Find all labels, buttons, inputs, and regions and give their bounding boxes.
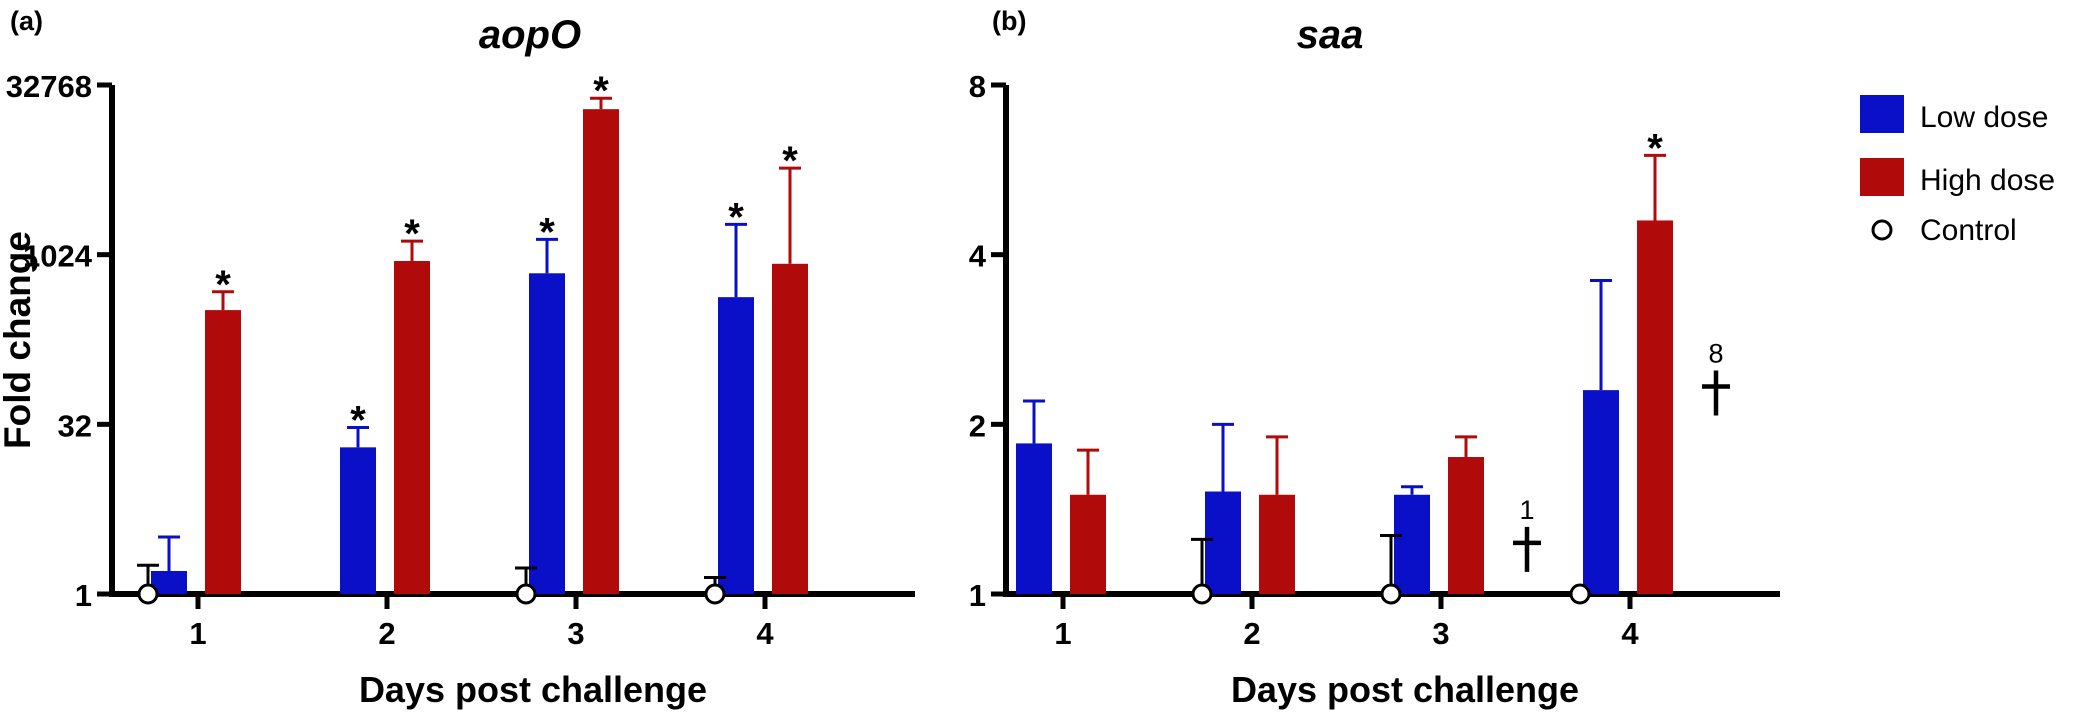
panel-b-bar-low-dose-day-3 bbox=[1394, 494, 1430, 594]
panel-b-bar-high-dose-day-3 bbox=[1448, 457, 1484, 594]
panel-a-control-marker-day-3 bbox=[515, 583, 537, 605]
panel-a-x-tick-label: 1 bbox=[189, 616, 206, 651]
panel-a-significance-star: * bbox=[350, 398, 366, 442]
panel-a-x-tick-label: 4 bbox=[756, 616, 774, 651]
legend-control-label: Control bbox=[1920, 214, 2017, 247]
legend-high-dose-swatch bbox=[1860, 158, 1904, 196]
panel-b-x-tick-label: 3 bbox=[1432, 616, 1449, 651]
panel-a-bar-high-dose-day-1 bbox=[205, 310, 241, 594]
panel-a-x-tick-label: 3 bbox=[567, 616, 584, 651]
panel-b-bar-high-dose-day-4 bbox=[1637, 220, 1673, 594]
panel-a-significance-star: * bbox=[404, 212, 420, 256]
panel-b-bar-high-dose-day-1 bbox=[1070, 494, 1106, 594]
panel-b-figure-label: (b) bbox=[992, 6, 1026, 36]
panel-b-y-tick-label: 8 bbox=[969, 69, 986, 104]
panel-b-bar-low-dose-day-4 bbox=[1583, 390, 1619, 594]
legend-low-dose-swatch bbox=[1860, 95, 1904, 133]
legend-low-dose-label: Low dose bbox=[1920, 101, 2048, 134]
panel-a-bar-low-dose-day-3 bbox=[529, 273, 565, 594]
panel-a-bar-high-dose-day-3 bbox=[583, 109, 619, 595]
panel-a-significance-star: * bbox=[728, 195, 744, 239]
legend: Low dose High dose Control bbox=[1860, 95, 2055, 247]
panel-a-significance-star: * bbox=[215, 263, 231, 307]
panel-b-control-marker-day-4 bbox=[1569, 583, 1591, 605]
legend-high-dose-label: High dose bbox=[1920, 164, 2055, 197]
panel-b-y-tick-label: 1 bbox=[969, 578, 986, 613]
panel-a-significance-star: * bbox=[782, 139, 798, 183]
panel-b-x-tick-label: 2 bbox=[1243, 616, 1260, 651]
panel-b-y-tick-label: 4 bbox=[969, 239, 987, 274]
panel-a-x-axis-label: Days post challenge bbox=[359, 669, 707, 710]
panel-a-chart: (a) aopO Fold change Days post challenge… bbox=[0, 6, 915, 710]
panel-a-y-tick-label: 32 bbox=[58, 408, 92, 443]
panel-b-bar-low-dose-day-1 bbox=[1016, 443, 1052, 594]
panel-b-significance-star: * bbox=[1647, 126, 1663, 170]
panel-a-significance-star: * bbox=[593, 69, 609, 113]
panel-a-title: aopO bbox=[479, 13, 581, 57]
panel-b-annotation-count: 8 bbox=[1708, 338, 1723, 368]
panel-b-control-marker-day-2 bbox=[1191, 583, 1213, 605]
panel-a-bar-low-dose-day-1 bbox=[151, 570, 187, 594]
panel-a-bar-high-dose-day-4 bbox=[772, 263, 808, 594]
panel-a-x-tick-label: 2 bbox=[378, 616, 395, 651]
panel-a-y-tick-label: 1024 bbox=[23, 239, 93, 274]
panel-b-control-marker-day-3 bbox=[1380, 583, 1402, 605]
panel-b-y-tick-label: 2 bbox=[969, 408, 986, 443]
panel-b-bar-high-dose-day-2 bbox=[1259, 494, 1295, 594]
panel-a-plot-area: 1 32 1024 32768 1 * 2 * * 3 * * 4 * * bbox=[6, 69, 915, 651]
panel-a-figure-label: (a) bbox=[10, 6, 43, 36]
panel-a-bar-low-dose-day-2 bbox=[340, 447, 376, 594]
panel-b-title: saa bbox=[1297, 13, 1364, 57]
panel-b-x-tick-label: 1 bbox=[1054, 616, 1071, 651]
panel-a-bar-low-dose-day-4 bbox=[718, 297, 754, 594]
panel-a-y-axis-label: Fold change bbox=[0, 231, 38, 449]
panel-b-x-tick-label: 4 bbox=[1621, 616, 1639, 651]
panel-b-x-axis-label: Days post challenge bbox=[1231, 669, 1579, 710]
panel-a-control-marker-day-4 bbox=[704, 583, 726, 605]
panel-a-control-marker-day-1 bbox=[137, 583, 159, 605]
panel-a-significance-star: * bbox=[539, 210, 555, 254]
panel-a-bar-high-dose-day-2 bbox=[394, 260, 430, 594]
panel-b-annotation-count: 1 bbox=[1519, 495, 1534, 525]
panel-b-bar-low-dose-day-2 bbox=[1205, 491, 1241, 594]
panel-a-y-tick-label: 32768 bbox=[6, 69, 92, 104]
legend-control-marker bbox=[1871, 219, 1893, 241]
panel-a-y-tick-label: 1 bbox=[75, 578, 92, 613]
